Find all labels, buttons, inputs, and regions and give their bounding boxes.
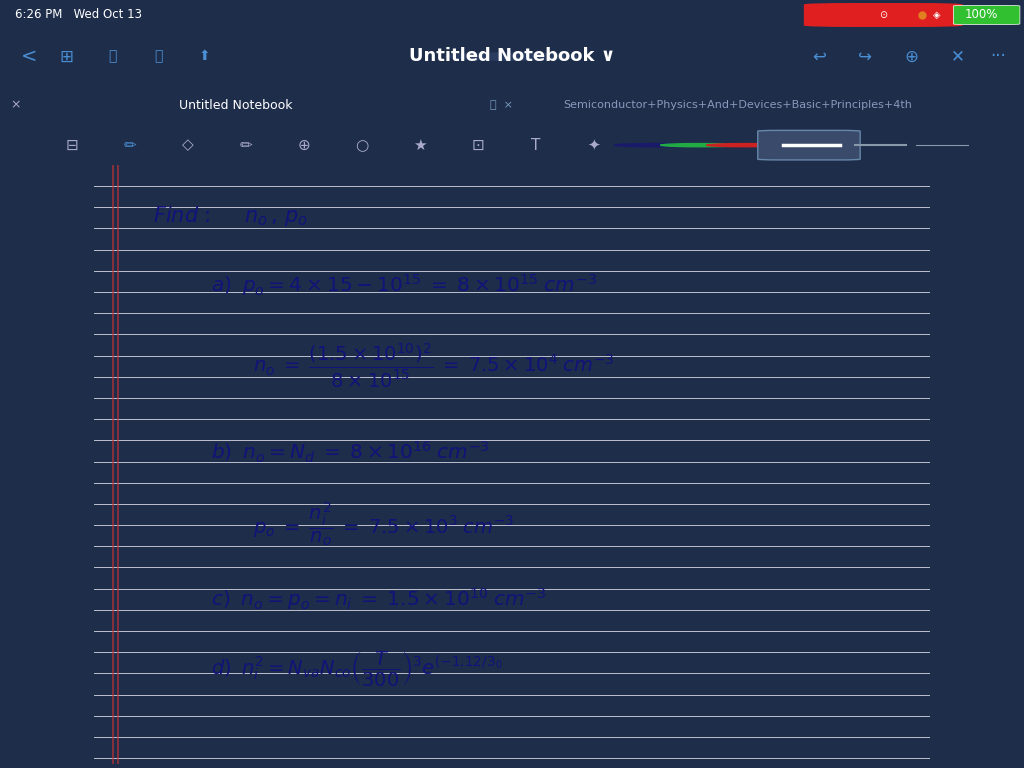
Text: ★: ★ xyxy=(413,137,427,153)
Text: $a)\;\;p_o = 4\times15 - 10^{15} \;=\; 8\times10^{15}\;cm^{-3}$: $a)\;\;p_o = 4\times15 - 10^{15} \;=\; 8… xyxy=(211,272,597,298)
Text: T: T xyxy=(531,137,541,153)
Text: 🔖: 🔖 xyxy=(155,49,163,64)
Text: 🔍: 🔍 xyxy=(109,49,117,64)
Text: ⊡: ⊡ xyxy=(471,137,484,153)
Text: ⊕: ⊕ xyxy=(297,137,310,153)
Text: ○: ○ xyxy=(355,137,369,153)
Text: ✦: ✦ xyxy=(588,137,600,153)
FancyBboxPatch shape xyxy=(758,131,860,160)
FancyBboxPatch shape xyxy=(953,5,1020,25)
Text: ◇: ◇ xyxy=(182,137,194,153)
Text: ···: ··· xyxy=(990,48,1007,65)
Circle shape xyxy=(660,144,742,147)
Text: ◈: ◈ xyxy=(933,10,941,20)
Text: ⊞: ⊞ xyxy=(59,48,74,65)
Text: ⊙: ⊙ xyxy=(879,10,887,20)
Text: ⧉  ×: ⧉ × xyxy=(490,100,513,111)
Text: Untitled Notebook ∨: Untitled Notebook ∨ xyxy=(409,48,615,65)
Circle shape xyxy=(614,144,696,147)
Text: $p_o \;=\; \dfrac{n_i^2}{n_o} \;=\; 7.5\times10^{3}\;cm^{-3}$: $p_o \;=\; \dfrac{n_i^2}{n_o} \;=\; 7.5\… xyxy=(253,501,514,548)
Text: $n_o \;=\; \dfrac{(1.5\times10^{10})^2}{8\times10^{15}} \;=\; 7.5\times10^{4}\;c: $n_o \;=\; \dfrac{(1.5\times10^{10})^2}{… xyxy=(253,342,614,390)
Text: Untitled Notebook: Untitled Notebook xyxy=(179,99,292,111)
Text: ✕: ✕ xyxy=(950,48,965,65)
Text: Semiconductor+Physics+And+Devices+Basic+Principles+4th: Semiconductor+Physics+And+Devices+Basic+… xyxy=(563,100,911,111)
Text: ×: × xyxy=(10,99,20,111)
FancyBboxPatch shape xyxy=(804,3,963,27)
Text: $\it{Find}$ :     $n_o\,,\,p_o$: $\it{Find}$ : $n_o\,,\,p_o$ xyxy=(153,204,307,228)
Text: ✏: ✏ xyxy=(240,137,252,153)
Text: $b)\;\;n_o = N_d \;=\; 8\times10^{16}\;cm^{-3}$: $b)\;\;n_o = N_d \;=\; 8\times10^{16}\;c… xyxy=(211,440,489,465)
Text: 100%: 100% xyxy=(965,8,998,22)
Text: $c)\;\;n_o = p_o = n_i \;=\; 1.5\times10^{10}\;cm^{-3}$: $c)\;\;n_o = p_o = n_i \;=\; 1.5\times10… xyxy=(211,587,547,612)
Text: $d)\;\;n_i^2 = N_{va}N_{co}\left(\dfrac{T}{300}\right)^{3} e^{(-1.12/3_0}$: $d)\;\;n_i^2 = N_{va}N_{co}\left(\dfrac{… xyxy=(211,649,503,688)
Text: ⊟: ⊟ xyxy=(66,137,78,153)
Circle shape xyxy=(445,53,579,60)
Text: ↩: ↩ xyxy=(812,48,826,65)
Text: <: < xyxy=(20,47,37,66)
Circle shape xyxy=(707,144,788,147)
Text: ↪: ↪ xyxy=(858,48,872,65)
Text: 6:26 PM   Wed Oct 13: 6:26 PM Wed Oct 13 xyxy=(15,8,142,22)
Text: ⊕: ⊕ xyxy=(904,48,919,65)
Text: ⬆: ⬆ xyxy=(199,49,211,64)
Text: ✏: ✏ xyxy=(123,137,136,153)
